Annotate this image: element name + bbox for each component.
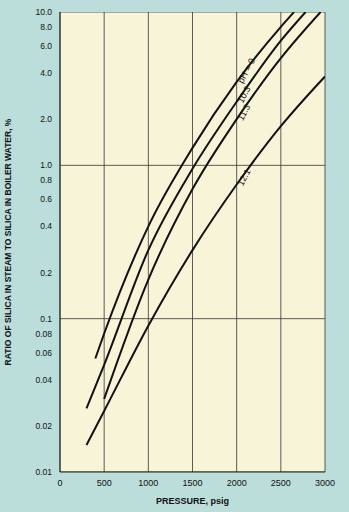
svg-text:0.1: 0.1 — [40, 314, 52, 324]
svg-text:0.08: 0.08 — [35, 329, 52, 339]
svg-text:6.0: 6.0 — [40, 41, 52, 51]
svg-text:8.0: 8.0 — [40, 22, 52, 32]
svg-text:0.2: 0.2 — [40, 268, 52, 278]
svg-text:0.6: 0.6 — [40, 194, 52, 204]
svg-text:1500: 1500 — [182, 478, 202, 488]
svg-text:0: 0 — [57, 478, 62, 488]
svg-text:10.0: 10.0 — [35, 7, 52, 17]
svg-text:2500: 2500 — [271, 478, 291, 488]
svg-text:12.1: 12.1 — [236, 167, 253, 187]
svg-text:10.3: 10.3 — [236, 84, 253, 104]
svg-text:0.4: 0.4 — [40, 221, 52, 231]
svg-text:PRESSURE, psig: PRESSURE, psig — [156, 496, 229, 506]
svg-text:3000: 3000 — [315, 478, 335, 488]
svg-text:0.04: 0.04 — [35, 375, 52, 385]
svg-text:2.0: 2.0 — [40, 114, 52, 124]
svg-text:2000: 2000 — [227, 478, 247, 488]
svg-text:0.06: 0.06 — [35, 348, 52, 358]
svg-text:0.02: 0.02 — [35, 421, 52, 431]
svg-text:pH = 9: pH = 9 — [236, 57, 257, 85]
svg-text:RATIO OF SILICA IN STEAM TO SI: RATIO OF SILICA IN STEAM TO SILICA IN BO… — [8, 118, 13, 365]
svg-text:11.3: 11.3 — [236, 103, 253, 123]
svg-text:0.8: 0.8 — [40, 175, 52, 185]
svg-text:500: 500 — [97, 478, 112, 488]
svg-text:1.0: 1.0 — [40, 160, 52, 170]
svg-text:1000: 1000 — [138, 478, 158, 488]
svg-text:4.0: 4.0 — [40, 68, 52, 78]
svg-text:0.01: 0.01 — [35, 467, 52, 477]
